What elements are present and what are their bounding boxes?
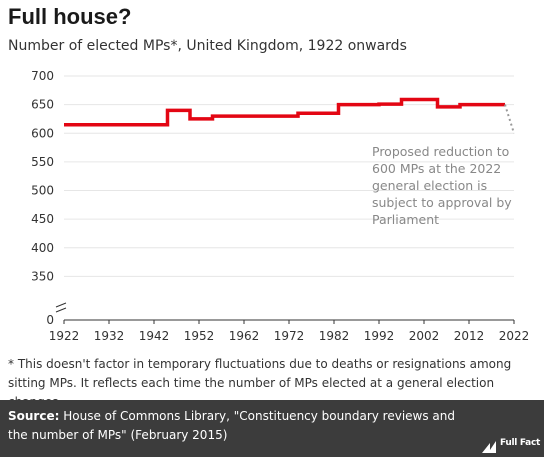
x-tick-label: 1992 [364,329,395,343]
y-axis: 0 350 400 450 500 550 600 650 700 [31,69,67,327]
y-tick-label: 400 [31,241,54,255]
annotation-line: 600 MPs at the 2022 [372,161,501,176]
brand-logo: Full Fact [481,434,540,453]
brand-name: Full Fact [499,438,540,448]
y-tick-label: 0 [46,313,54,327]
annotation-line: general election is [372,178,487,193]
y-tick-label: 600 [31,126,54,140]
y-tick-label: 650 [31,98,54,112]
series-group [64,97,515,134]
x-tick-label: 1922 [49,329,80,343]
source-label: Source: [8,409,60,423]
x-tick-label: 1982 [319,329,350,343]
y-tick-label: 550 [31,155,54,169]
x-axis: 1922 1932 1942 1952 1962 1972 1982 1992 2002 2012… [49,319,530,343]
x-tick-label: 1972 [274,329,305,343]
projection-line [504,104,515,134]
annotation-line: Parliament [372,212,439,227]
gridlines [64,75,514,277]
chart-subtitle: Number of elected MPs*, United Kingdom, … [8,38,407,54]
chart-title: Full house? [8,4,132,29]
source-note: Source: House of Commons Library, "Const… [8,407,478,445]
y-tick-label: 450 [31,212,54,226]
x-tick-label: 1962 [229,329,260,343]
source-footer: Source: House of Commons Library, "Const… [0,400,544,457]
x-tick-label: 2012 [454,329,485,343]
x-tick-label: 2002 [409,329,440,343]
x-tick-label: 1942 [139,329,170,343]
annotation-line: subject to approval by [372,195,512,210]
x-tick-label: 1932 [94,329,125,343]
full-fact-logo-icon [481,441,496,453]
annotation: Proposed reduction to 600 MPs at the 2022… [372,144,512,227]
footnote: * This doesn't factor in temporary fluct… [8,357,512,409]
x-tick-label: 2022 [499,329,530,343]
series-line [64,97,505,127]
x-tick-label: 1952 [184,329,215,343]
y-tick-label: 350 [31,269,54,283]
axis-break-icon [55,302,67,313]
y-tick-label: 500 [31,184,54,198]
y-tick-label: 700 [31,69,54,83]
annotation-line: Proposed reduction to [372,144,509,159]
source-text: House of Commons Library, "Constituency … [8,409,456,442]
